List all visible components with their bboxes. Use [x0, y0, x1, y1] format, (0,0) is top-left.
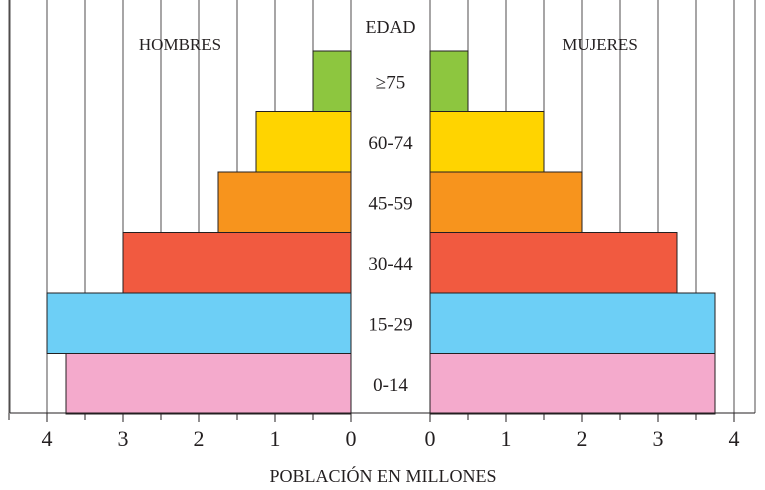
age-label: 15-29 [368, 314, 412, 335]
x-axis: 4 4 3 3 2 2 1 1 0 0 [8, 412, 755, 451]
age-label: 0-14 [373, 375, 408, 396]
tick-label-mujeres: 3 [653, 426, 664, 451]
tick-label-hombres: 3 [118, 426, 129, 451]
bar-mujeres-2 [429, 171, 583, 233]
bar-hombres-1 [255, 111, 352, 173]
series-label-mujeres: MUJERES [562, 35, 638, 54]
tick-label-hombres: 0 [346, 426, 357, 451]
bar-hombres-0 [312, 50, 352, 112]
age-axis-title: EDAD [366, 17, 416, 37]
tick-label-mujeres: 4 [729, 426, 740, 451]
tick-label-mujeres: 2 [577, 426, 588, 451]
bar-hombres-5 [65, 353, 352, 415]
bars [46, 50, 716, 415]
x-axis-label: POBLACIÓN EN MILLONES [270, 465, 497, 486]
labels: ≥75 60-74 45-59 30-44 15-29 0-14 EDAD HOMBRES MU… [139, 17, 638, 486]
bar-mujeres-5 [429, 353, 716, 415]
tick-label-hombres: 4 [42, 426, 53, 451]
bar-hombres-4 [46, 292, 352, 354]
bar-hombres-2 [217, 171, 352, 233]
age-label: ≥75 [376, 72, 405, 93]
tick-label-mujeres: 0 [425, 426, 436, 451]
bar-hombres-3 [122, 232, 352, 294]
age-label: 60-74 [368, 133, 413, 154]
tick-label-hombres: 1 [270, 426, 281, 451]
bar-mujeres-1 [429, 111, 545, 173]
center-band [351, 0, 430, 413]
tick-label-mujeres: 1 [501, 426, 512, 451]
age-label: 30-44 [368, 254, 413, 275]
age-label: 45-59 [368, 193, 412, 214]
bar-mujeres-3 [429, 232, 678, 294]
bar-mujeres-4 [429, 292, 716, 354]
grid [8, 0, 756, 413]
tick-label-hombres: 2 [194, 426, 205, 451]
series-label-hombres: HOMBRES [139, 35, 221, 54]
bar-mujeres-0 [429, 50, 469, 112]
